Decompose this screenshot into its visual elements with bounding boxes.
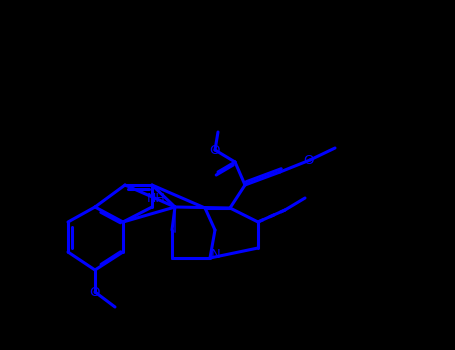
Text: O: O <box>90 286 100 299</box>
Text: N: N <box>211 248 221 261</box>
Text: O: O <box>303 154 313 167</box>
Text: O: O <box>210 144 220 156</box>
Text: NH: NH <box>147 191 165 204</box>
